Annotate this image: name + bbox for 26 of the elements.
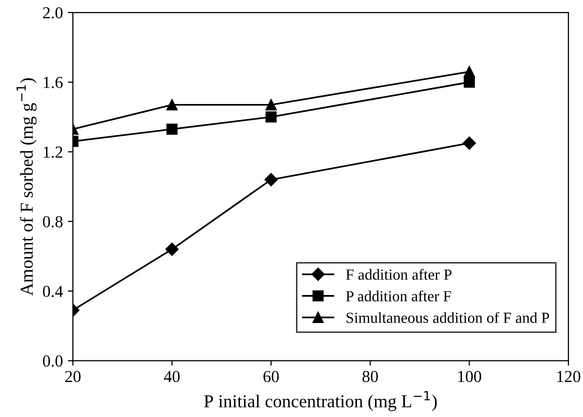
x-tick-label: 100	[458, 370, 482, 382]
y-tick-label: 2.0	[43, 7, 63, 19]
point	[462, 136, 476, 150]
x-tick-label: 20	[65, 370, 81, 382]
y-tick-label: 0.8	[42, 216, 63, 228]
point	[166, 124, 178, 135]
x-tick-label: 120	[557, 370, 580, 382]
point	[266, 99, 277, 110]
point	[165, 242, 179, 256]
point	[464, 66, 475, 78]
point	[464, 76, 475, 88]
y-tick-label: 1.6	[44, 76, 63, 88]
point	[166, 99, 178, 110]
x-axis-title: P initial concentration (mg L$^{−1}$)	[204, 391, 437, 412]
y-axis-title: Amount of F sorbed (mg g$^{−1}$)	[16, 78, 37, 296]
point	[266, 111, 277, 123]
point	[264, 173, 278, 186]
y-tick-label: 0.0	[42, 355, 63, 367]
x-tick-label: 80	[362, 370, 378, 382]
x-tick-label: 60	[263, 370, 279, 382]
x-tick-label: 40	[164, 370, 180, 382]
legend-label: F addition after P	[346, 268, 452, 280]
y-tick-label: 0.4	[42, 286, 63, 298]
y-tick-label: 1.2	[44, 146, 62, 158]
legend-label: Simultaneous addition of F and P	[346, 312, 550, 323]
legend-label: P addition after F	[346, 290, 451, 302]
